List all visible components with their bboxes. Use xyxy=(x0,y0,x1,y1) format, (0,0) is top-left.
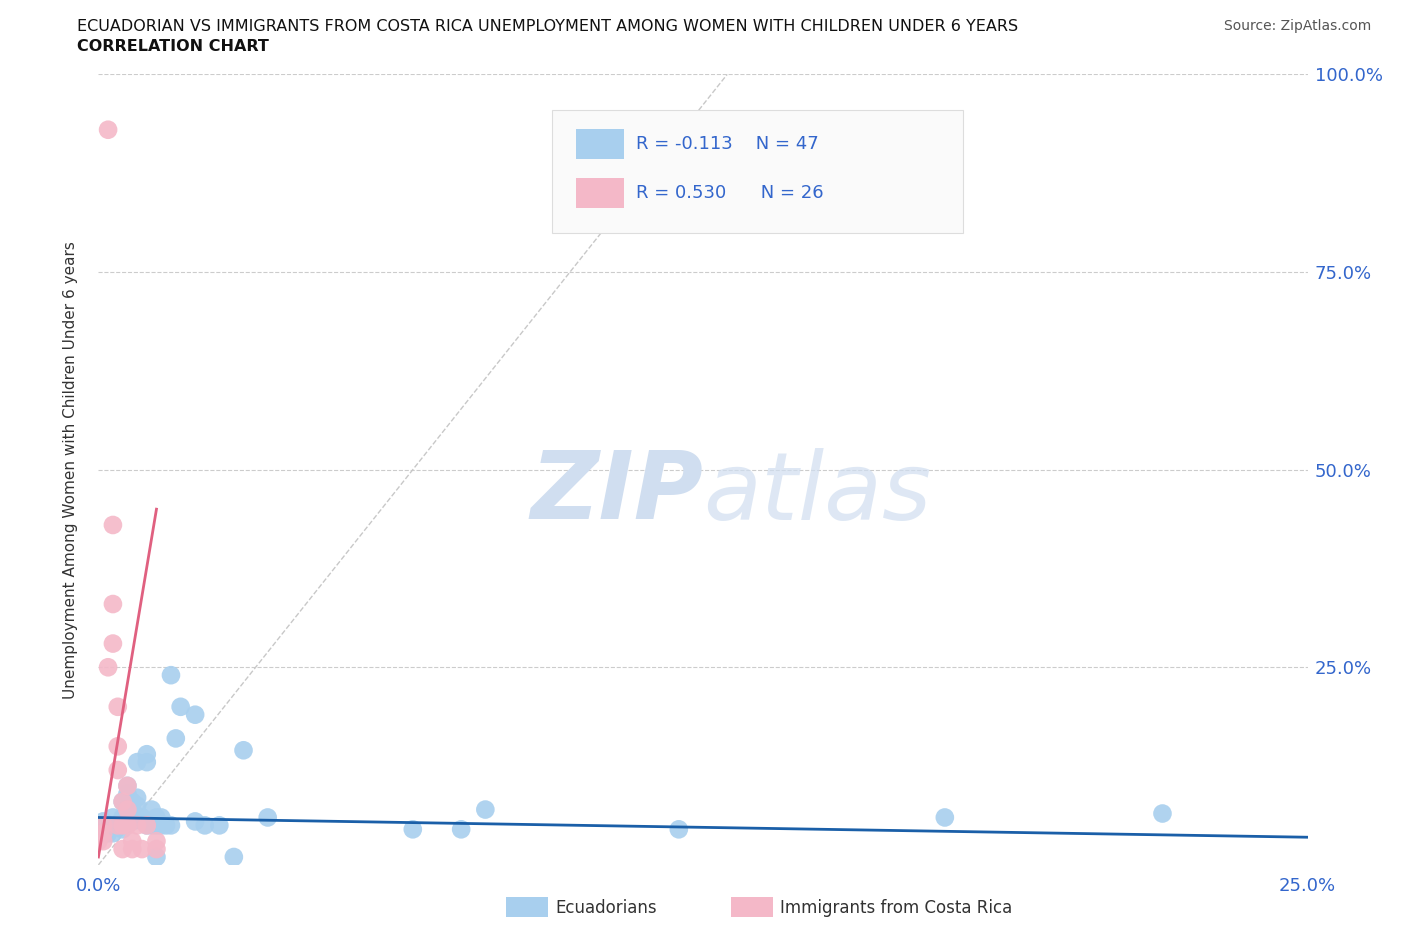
Point xyxy=(165,731,187,746)
Point xyxy=(111,818,134,833)
Point xyxy=(145,818,167,833)
Point xyxy=(135,755,157,770)
Point xyxy=(135,747,157,762)
Point xyxy=(135,818,157,833)
Point xyxy=(131,810,153,825)
Bar xyxy=(576,129,624,159)
Point xyxy=(101,517,124,532)
Point xyxy=(111,794,134,809)
Point xyxy=(155,818,177,833)
Point xyxy=(101,636,124,651)
Point xyxy=(127,798,149,813)
Point xyxy=(97,826,120,841)
Text: R = 0.530      N = 26: R = 0.530 N = 26 xyxy=(637,184,824,202)
Point xyxy=(117,778,139,793)
Point xyxy=(97,122,120,137)
Point xyxy=(107,738,129,753)
Point xyxy=(169,699,191,714)
Point xyxy=(101,826,124,841)
Point xyxy=(668,822,690,837)
Point xyxy=(127,818,149,833)
Point xyxy=(121,794,143,809)
Text: CORRELATION CHART: CORRELATION CHART xyxy=(77,39,269,54)
Point xyxy=(91,826,114,841)
Point xyxy=(934,810,956,825)
Point xyxy=(111,842,134,857)
Point xyxy=(145,834,167,849)
Point xyxy=(208,818,231,833)
Text: Ecuadorians: Ecuadorians xyxy=(555,898,657,917)
Text: ZIP: ZIP xyxy=(530,447,703,539)
Point xyxy=(117,778,139,793)
Bar xyxy=(576,178,624,208)
Point xyxy=(131,810,153,825)
Point xyxy=(194,818,217,833)
Y-axis label: Unemployment Among Women with Children Under 6 years: Unemployment Among Women with Children U… xyxy=(63,241,77,698)
Point xyxy=(141,802,163,817)
Point xyxy=(127,790,149,805)
Point xyxy=(145,810,167,825)
Point xyxy=(131,842,153,857)
Point xyxy=(222,850,245,865)
Point xyxy=(91,834,114,849)
Point xyxy=(111,822,134,837)
Point xyxy=(474,802,496,817)
Point xyxy=(127,755,149,770)
Point xyxy=(101,810,124,825)
Point xyxy=(91,814,114,829)
Point xyxy=(145,850,167,865)
Point xyxy=(141,818,163,833)
Point xyxy=(117,802,139,817)
Point xyxy=(121,834,143,849)
Point xyxy=(184,707,207,722)
Point xyxy=(107,818,129,833)
Point xyxy=(160,668,183,683)
Point xyxy=(121,802,143,817)
Point xyxy=(121,814,143,829)
Text: R = -0.113    N = 47: R = -0.113 N = 47 xyxy=(637,135,820,153)
FancyBboxPatch shape xyxy=(551,110,963,232)
Point xyxy=(135,818,157,833)
Point xyxy=(107,818,129,833)
Point xyxy=(232,743,254,758)
Point xyxy=(150,818,173,833)
Point xyxy=(107,763,129,777)
Point xyxy=(91,818,114,833)
Point xyxy=(150,810,173,825)
Point xyxy=(117,787,139,802)
Point xyxy=(121,842,143,857)
Point xyxy=(101,597,124,612)
Point xyxy=(402,822,425,837)
Point xyxy=(87,834,110,849)
Point xyxy=(1152,806,1174,821)
Point xyxy=(256,810,278,825)
Text: atlas: atlas xyxy=(703,448,931,538)
Text: Immigrants from Costa Rica: Immigrants from Costa Rica xyxy=(780,898,1012,917)
Text: ECUADORIAN VS IMMIGRANTS FROM COSTA RICA UNEMPLOYMENT AMONG WOMEN WITH CHILDREN : ECUADORIAN VS IMMIGRANTS FROM COSTA RICA… xyxy=(77,19,1018,33)
Point xyxy=(117,818,139,833)
Point xyxy=(145,842,167,857)
Point xyxy=(111,810,134,825)
Point xyxy=(97,660,120,675)
Point xyxy=(184,814,207,829)
Point xyxy=(450,822,472,837)
Text: Source: ZipAtlas.com: Source: ZipAtlas.com xyxy=(1223,19,1371,33)
Point xyxy=(87,818,110,833)
Point xyxy=(160,818,183,833)
Point xyxy=(111,794,134,809)
Point xyxy=(107,699,129,714)
